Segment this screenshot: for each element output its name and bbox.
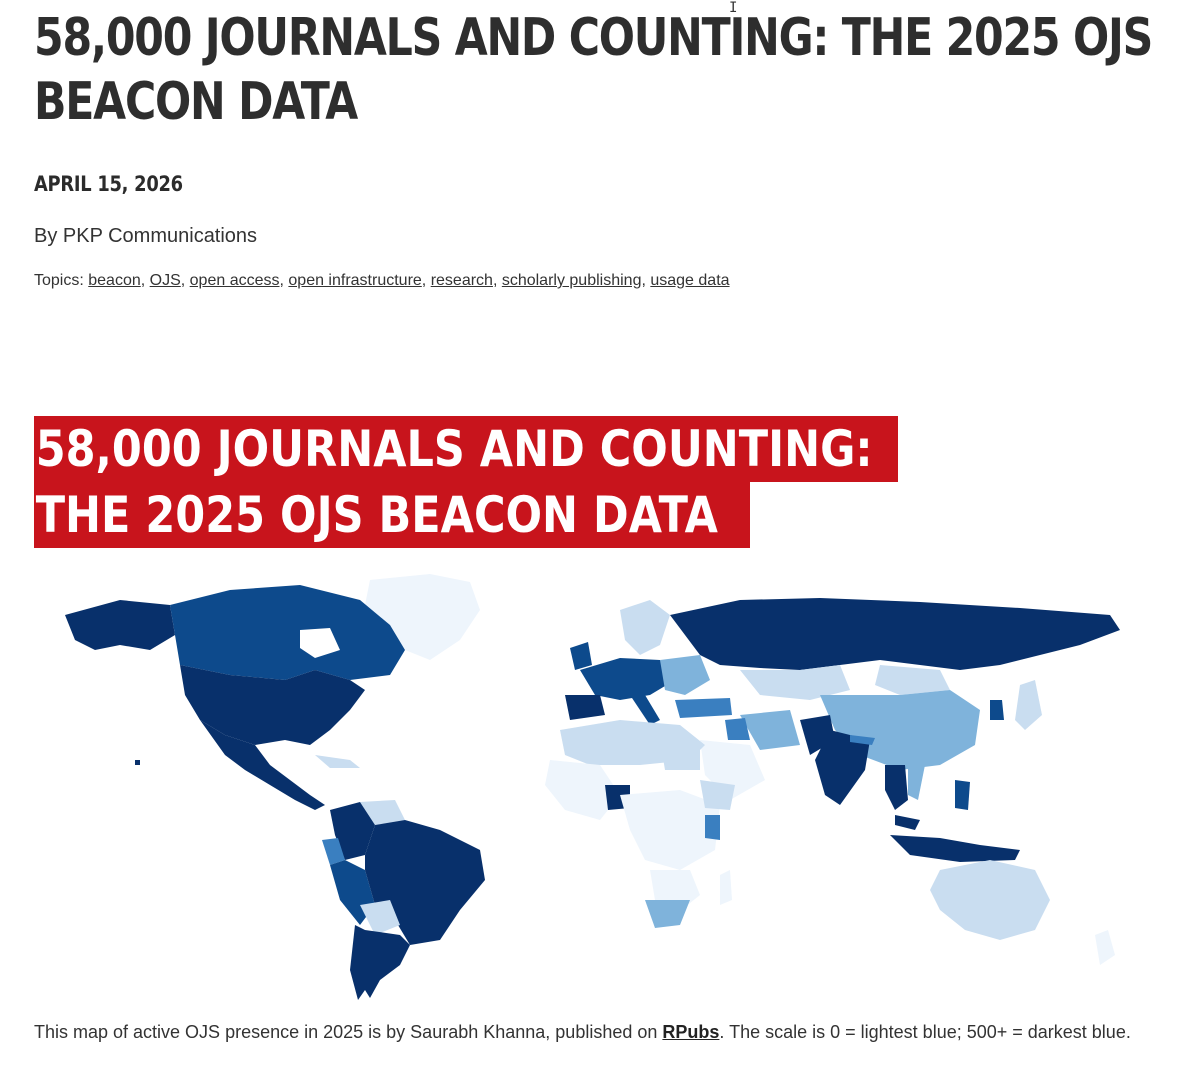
map-region-new-zealand bbox=[1095, 930, 1115, 965]
map-region-thailand bbox=[885, 765, 908, 810]
text-cursor-icon: I bbox=[729, 0, 738, 16]
map-region-south-africa bbox=[645, 900, 690, 928]
map-region-caribbean bbox=[315, 755, 360, 768]
map-region-korea bbox=[990, 700, 1004, 720]
map-region-india bbox=[815, 730, 870, 805]
banner-line-1: 58,000 JOURNALS AND COUNTING: bbox=[34, 416, 898, 482]
map-region-ecuador bbox=[322, 838, 345, 865]
map-region-iraq bbox=[725, 718, 750, 740]
map-region-hawaii bbox=[135, 760, 140, 765]
caption-text-before: This map of active OJS presence in 2025 … bbox=[34, 1022, 663, 1042]
map-region-vietnam bbox=[908, 765, 925, 800]
map-caption: This map of active OJS presence in 2025 … bbox=[34, 1022, 1131, 1043]
map-region-ethiopia bbox=[700, 780, 735, 810]
post-date: APRIL 15, 2026 bbox=[34, 172, 183, 196]
map-region-madagascar bbox=[720, 870, 732, 905]
map-region-kenya bbox=[705, 815, 720, 840]
topic-link-open-access[interactable]: open access bbox=[189, 272, 280, 289]
map-region-bolivia bbox=[360, 900, 400, 935]
map-region-greenland bbox=[365, 574, 480, 660]
page-title-line-1: 58,000 JOURNALS AND COUNTING: THE 2025 O… bbox=[34, 8, 1153, 68]
map-region-central-africa bbox=[620, 790, 720, 870]
map-region-kazakhstan bbox=[740, 665, 850, 700]
map-region-alaska bbox=[65, 600, 175, 650]
banner-line-2: THE 2025 OJS BEACON DATA bbox=[34, 482, 750, 548]
map-region-indonesia bbox=[890, 835, 1020, 862]
topics-label: Topics: bbox=[34, 272, 84, 289]
topics-list: Topics: beacon, OJS, open access, open i… bbox=[34, 272, 730, 289]
map-region-italy bbox=[630, 695, 660, 725]
map-region-venezuela bbox=[360, 800, 405, 825]
topic-link-beacon[interactable]: beacon bbox=[88, 272, 141, 289]
topic-link-research[interactable]: research bbox=[430, 272, 493, 289]
map-region-japan bbox=[1015, 680, 1042, 730]
map-region-russia bbox=[670, 598, 1120, 670]
map-region-eastern-europe bbox=[660, 655, 710, 695]
map-region-egypt bbox=[660, 740, 700, 770]
map-region-mongolia bbox=[875, 665, 950, 695]
topic-link-ojs[interactable]: OJS bbox=[149, 272, 181, 289]
map-region-spain bbox=[565, 695, 605, 720]
map-region-colombia bbox=[330, 802, 375, 860]
map-region-canada bbox=[170, 585, 405, 680]
map-region-chile bbox=[350, 925, 365, 1000]
caption-text-after: . The scale is 0 = lightest blue; 500+ =… bbox=[719, 1022, 1131, 1042]
map-region-uk bbox=[570, 642, 592, 670]
map-region-hudson-bay bbox=[300, 628, 340, 658]
featured-image-banner: 58,000 JOURNALS AND COUNTING: THE 2025 O… bbox=[34, 416, 898, 548]
topic-link-open-infrastructure[interactable]: open infrastructure bbox=[288, 272, 422, 289]
map-region-argentina bbox=[365, 930, 410, 998]
map-region-mexico bbox=[200, 720, 325, 810]
map-region-scandinavia bbox=[620, 600, 670, 655]
post-author: By PKP Communications bbox=[34, 225, 258, 247]
map-region-malaysia bbox=[895, 815, 920, 830]
rpubs-link[interactable]: RPubs bbox=[662, 1022, 720, 1042]
map-region-iran bbox=[740, 710, 800, 750]
topic-link-scholarly-publishing[interactable]: scholarly publishing bbox=[501, 272, 642, 289]
map-region-usa bbox=[180, 665, 365, 745]
topic-link-usage-data[interactable]: usage data bbox=[650, 272, 730, 289]
map-region-western-europe bbox=[580, 658, 675, 700]
world-map bbox=[65, 574, 1120, 1000]
map-region-turkey bbox=[675, 698, 732, 718]
map-region-australia bbox=[930, 860, 1050, 940]
page-title-line-2: BEACON DATA bbox=[34, 72, 358, 132]
page-title: 58,000 JOURNALS AND COUNTING: THE 2025 O… bbox=[34, 6, 1153, 134]
map-region-west-africa bbox=[545, 760, 620, 820]
map-region-philippines bbox=[955, 780, 970, 810]
map-region-nepal bbox=[850, 735, 875, 745]
